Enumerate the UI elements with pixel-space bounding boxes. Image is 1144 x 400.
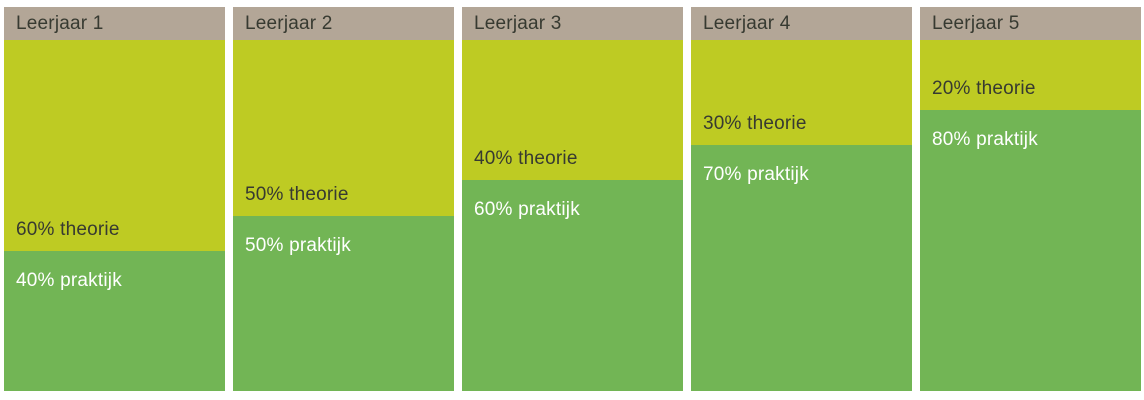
theorie-segment: 60% theorie	[4, 40, 225, 251]
column-leerjaar-1: Leerjaar 1 60% theorie 40% praktijk	[4, 7, 225, 391]
praktijk-label: 60% praktijk	[474, 199, 580, 221]
theorie-segment: 40% theorie	[462, 40, 683, 181]
column-body: 20% theorie 80% praktijk	[920, 40, 1141, 391]
theorie-segment: 20% theorie	[920, 40, 1141, 111]
column-header: Leerjaar 3	[462, 7, 683, 40]
theorie-segment: 50% theorie	[233, 40, 454, 216]
praktijk-segment: 60% praktijk	[462, 180, 683, 391]
column-header-label: Leerjaar 3	[474, 12, 562, 34]
theorie-label: 50% theorie	[245, 183, 349, 205]
column-leerjaar-5: Leerjaar 5 20% theorie 80% praktijk	[920, 7, 1141, 391]
column-body: 30% theorie 70% praktijk	[691, 40, 912, 391]
theorie-label: 30% theorie	[703, 113, 807, 135]
column-leerjaar-2: Leerjaar 2 50% theorie 50% praktijk	[233, 7, 454, 391]
column-header: Leerjaar 5	[920, 7, 1141, 40]
column-body: 40% theorie 60% praktijk	[462, 40, 683, 391]
praktijk-segment: 50% praktijk	[233, 215, 454, 391]
praktijk-label: 50% praktijk	[245, 234, 351, 256]
praktijk-segment: 40% praktijk	[4, 250, 225, 391]
theorie-label: 40% theorie	[474, 148, 578, 170]
column-header: Leerjaar 1	[4, 7, 225, 40]
theorie-label: 60% theorie	[16, 218, 120, 240]
column-body: 60% theorie 40% praktijk	[4, 40, 225, 391]
theorie-label: 20% theorie	[932, 78, 1036, 100]
praktijk-segment: 70% praktijk	[691, 145, 912, 391]
column-header: Leerjaar 2	[233, 7, 454, 40]
column-leerjaar-4: Leerjaar 4 30% theorie 70% praktijk	[691, 7, 912, 391]
column-header-label: Leerjaar 2	[245, 12, 333, 34]
praktijk-label: 40% praktijk	[16, 269, 122, 291]
column-header-label: Leerjaar 5	[932, 12, 1020, 34]
praktijk-label: 80% praktijk	[932, 129, 1038, 151]
column-header-label: Leerjaar 1	[16, 12, 104, 34]
column-leerjaar-3: Leerjaar 3 40% theorie 60% praktijk	[462, 7, 683, 391]
column-header-label: Leerjaar 4	[703, 12, 791, 34]
column-body: 50% theorie 50% praktijk	[233, 40, 454, 391]
theorie-segment: 30% theorie	[691, 40, 912, 146]
column-header: Leerjaar 4	[691, 7, 912, 40]
praktijk-segment: 80% praktijk	[920, 110, 1141, 391]
praktijk-label: 70% praktijk	[703, 164, 809, 186]
